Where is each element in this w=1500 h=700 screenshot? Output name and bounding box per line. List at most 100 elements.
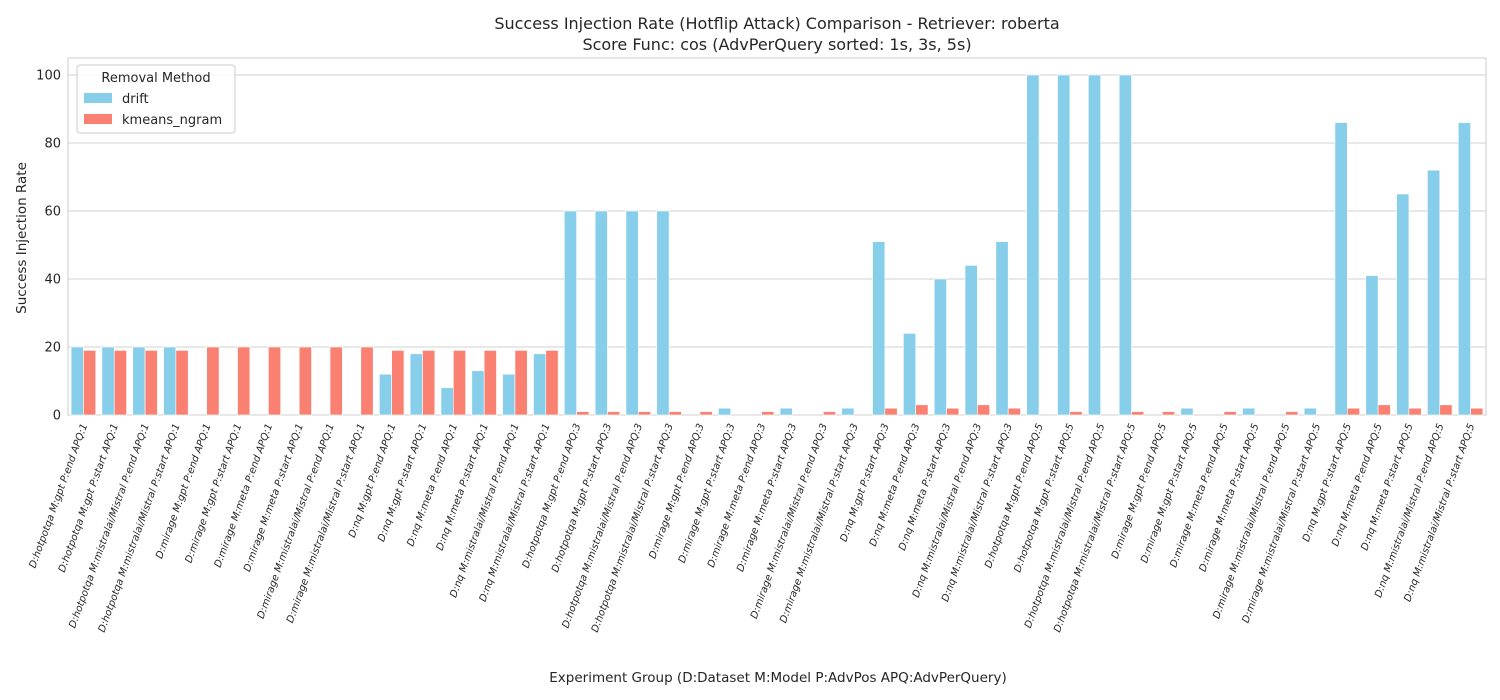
bar-kmeans-ngram-7: [298, 346, 312, 416]
x-tick-label: D:mirage M:meta P:start APQ:3: [735, 422, 799, 573]
y-tick-labels: 0 20 40 60 80 100: [36, 69, 61, 424]
bar-drift-45: [1457, 122, 1471, 416]
bar-drift-23: [779, 407, 793, 416]
bar-kmeans-ngram-43: [1408, 407, 1422, 416]
y-tick-label: 0: [53, 409, 61, 424]
bar-drift-26: [872, 241, 886, 416]
x-tick-label: D:mirage M:meta P:end APQ:1: [213, 422, 275, 569]
bar-drift-40: [1303, 407, 1317, 416]
bar-kmeans-ngram-30: [1007, 407, 1021, 416]
bar-kmeans-ngram-4: [206, 346, 220, 416]
x-tick-label: D:mirage M:gpt P:end APQ:1: [154, 422, 213, 560]
y-tick-label: 40: [44, 273, 61, 288]
chart-subtitle: Score Func: cos (AdvPerQuery sorted: 1s,…: [582, 35, 971, 54]
x-tick-label: D:mirage M:gpt P:end APQ:5: [1110, 422, 1169, 560]
bar-drift-38: [1242, 407, 1256, 416]
bar-kmeans-ngram-28: [946, 407, 960, 416]
legend-swatch-kmeans-ngram: [84, 114, 112, 124]
bar-drift-18: [625, 210, 639, 416]
bar-drift-31: [1026, 74, 1040, 416]
bar-drift-0: [70, 346, 84, 416]
bar-kmeans-ngram-37: [1223, 411, 1237, 416]
bar-kmeans-ngram-35: [1162, 411, 1175, 416]
bar-kmeans-ngram-41: [1346, 407, 1360, 416]
x-tick-label: D:hotpotqa M:gpt P:end APQ:5: [983, 422, 1046, 570]
y-axis-label: Success Injection Rate: [14, 162, 30, 314]
y-tick-label: 60: [44, 205, 61, 220]
bar-drift-1: [101, 346, 115, 416]
bar-kmeans-ngram-0: [83, 350, 97, 416]
bar-drift-10: [379, 373, 392, 416]
bar-drift-27: [903, 333, 917, 416]
x-tick-label: D:mirage M:gpt P:start APQ:5: [1139, 422, 1200, 564]
bar-kmeans-ngram-26: [884, 407, 898, 416]
bar-kmeans-ngram-24: [822, 411, 836, 416]
bar-kmeans-ngram-45: [1470, 407, 1484, 416]
legend-swatch-drift: [84, 93, 112, 103]
x-axis-label: Experiment Group (D:Dataset M:Model P:Ad…: [549, 670, 1006, 686]
x-tick-label: D:hotpotqa M:gpt P:end APQ:1: [28, 422, 91, 570]
bar-kmeans-ngram-27: [915, 404, 929, 416]
bar-kmeans-ngram-19: [668, 411, 682, 416]
x-tick-labels: D:hotpotqa M:gpt P:end APQ:1 D:hotpotqa M…: [28, 422, 1478, 634]
bar-drift-41: [1334, 122, 1348, 416]
bar-drift-19: [656, 210, 670, 416]
x-tick-label: D:mirage M:meta P:end APQ:3: [706, 422, 768, 569]
bar-drift-28: [933, 278, 947, 416]
bar-kmeans-ngram-18: [637, 411, 651, 416]
bar-kmeans-ngram-3: [175, 350, 189, 416]
bar-drift-12: [440, 387, 454, 416]
bar-drift-14: [502, 373, 516, 416]
bar-drift-34: [1118, 74, 1132, 416]
bar-kmeans-ngram-11: [422, 350, 436, 416]
x-tick-label: D:mirage M:gpt P:start APQ:3: [677, 422, 738, 564]
y-tick-label: 80: [44, 137, 61, 152]
bar-drift-43: [1396, 193, 1410, 416]
bar-kmeans-ngram-17: [607, 411, 621, 416]
bar-kmeans-ngram-12: [453, 350, 466, 416]
legend-label-kmeans-ngram: kmeans_ngram: [122, 113, 222, 128]
bar-kmeans-ngram-6: [268, 346, 282, 416]
bar-kmeans-ngram-32: [1069, 411, 1083, 416]
bar-kmeans-ngram-13: [483, 350, 497, 416]
x-tick-label: D:mirage M:gpt P:start APQ:1: [184, 422, 245, 564]
legend-box: [76, 64, 236, 134]
bar-drift-16: [563, 210, 577, 416]
bar-kmeans-ngram-9: [360, 346, 374, 416]
bar-kmeans-ngram-16: [576, 411, 590, 416]
bars: [70, 74, 1484, 416]
legend: Removal Method drift kmeans_ngram: [76, 64, 236, 134]
bar-drift-21: [718, 407, 732, 416]
bar-drift-17: [594, 210, 608, 416]
bar-kmeans-ngram-29: [977, 404, 991, 416]
bar-kmeans-ngram-22: [761, 411, 775, 416]
bar-kmeans-ngram-5: [237, 346, 251, 416]
bar-drift-32: [1057, 74, 1071, 416]
bar-kmeans-ngram-10: [391, 350, 405, 416]
bar-kmeans-ngram-8: [329, 346, 343, 416]
bar-kmeans-ngram-44: [1439, 404, 1453, 416]
legend-title: Removal Method: [101, 71, 210, 86]
y-tick-label: 20: [44, 341, 61, 356]
bar-kmeans-ngram-20: [699, 411, 713, 416]
bar-drift-13: [471, 370, 485, 416]
bar-drift-11: [409, 353, 423, 416]
x-tick-label: D:mirage M:meta P:start APQ:5: [1198, 422, 1262, 573]
x-tick-label: D:hotpotqa M:gpt P:start APQ:5: [1012, 422, 1076, 574]
x-tick-label: D:mirage M:meta P:start APQ:1: [242, 422, 306, 573]
bar-drift-15: [533, 353, 547, 416]
bar-drift-25: [841, 407, 855, 416]
bar-kmeans-ngram-39: [1285, 411, 1299, 416]
legend-label-drift: drift: [122, 92, 149, 107]
bar-drift-44: [1427, 169, 1441, 416]
x-tick-label: D:mirage M:meta P:end APQ:5: [1168, 422, 1230, 569]
x-tick-label: D:mirage M:gpt P:end APQ:3: [648, 422, 707, 560]
x-tick-label: D:hotpotqa M:gpt P:start APQ:3: [550, 422, 614, 574]
chart-title: Success Injection Rate (Hotflip Attack) …: [494, 14, 1059, 33]
bar-drift-3: [163, 346, 177, 416]
bar-kmeans-ngram-2: [144, 350, 158, 416]
y-tick-label: 100: [36, 69, 61, 84]
bar-drift-30: [995, 241, 1009, 416]
